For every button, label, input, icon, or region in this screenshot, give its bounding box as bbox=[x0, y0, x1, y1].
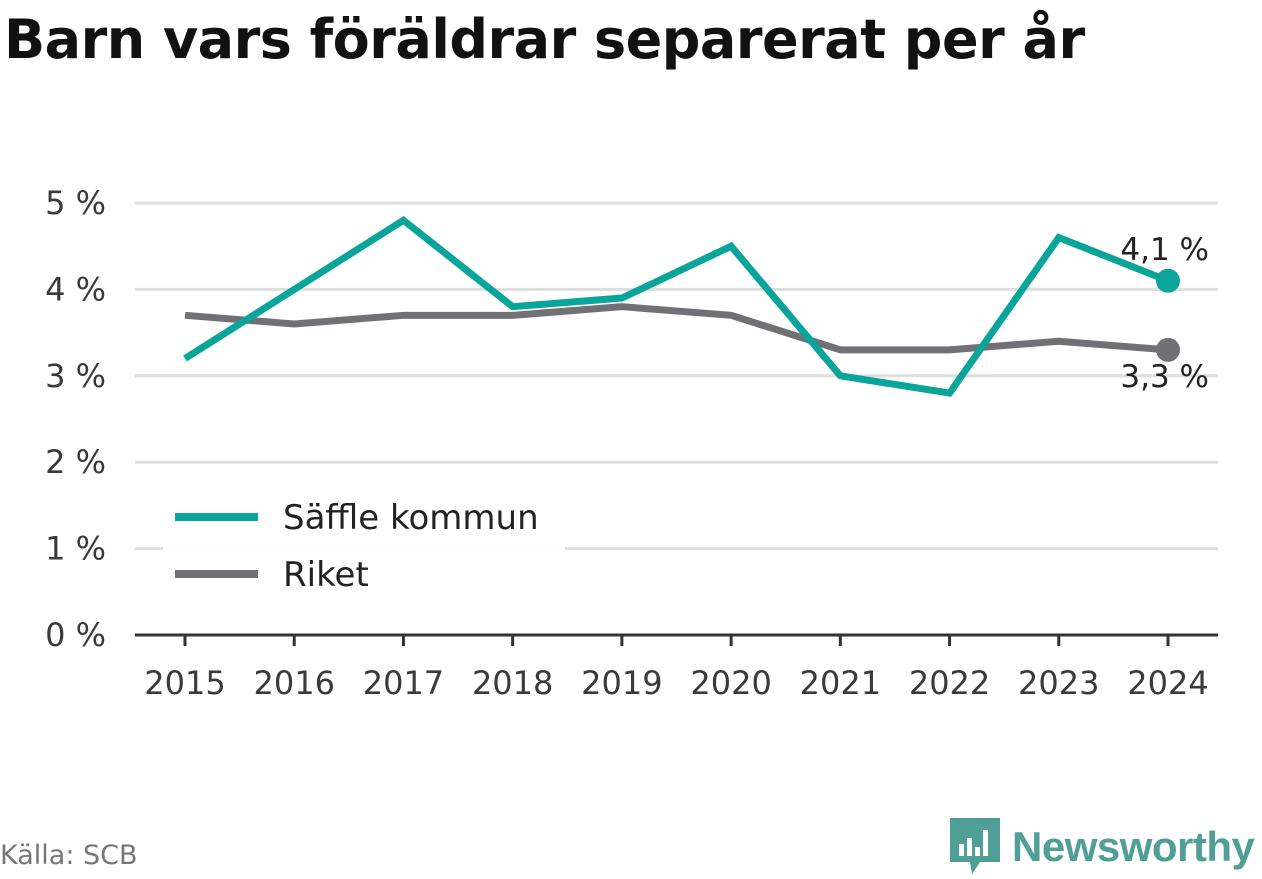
end-label: 3,3 % bbox=[1120, 359, 1209, 395]
x-tick-label: 2021 bbox=[800, 664, 881, 702]
y-axis-ticks: 0 % 1 % 2 % 3 % 4 % 5 % bbox=[45, 184, 106, 654]
line-chart: 0 %1 %2 %3 %4 %5 % 2015 2016 2017 2018 2019 2… bbox=[45, 184, 1218, 702]
series-line bbox=[184, 303, 1169, 354]
x-tick-label: 2015 bbox=[144, 664, 225, 702]
x-tick-label: 2018 bbox=[472, 664, 553, 702]
series-line bbox=[183, 215, 1170, 397]
y-tick-label: 2 % bbox=[45, 443, 106, 481]
end-point bbox=[1156, 268, 1180, 293]
end-label: 4,1 % bbox=[1120, 232, 1209, 268]
source-note: Källa: SCB bbox=[0, 840, 138, 871]
bar-chart-speech-bubble-icon bbox=[950, 818, 1000, 874]
end-labels: 4,1 % 3,3 % bbox=[1120, 232, 1209, 395]
x-tick-label: 2023 bbox=[1018, 664, 1099, 702]
x-tick-label: 2016 bbox=[254, 664, 335, 702]
x-tick-label: 2017 bbox=[363, 664, 444, 702]
x-tick-label: 2022 bbox=[909, 664, 990, 702]
legend: Säffle kommun Riket bbox=[163, 488, 565, 595]
x-tick-label: 2019 bbox=[581, 664, 662, 702]
y-tick-label: 3 % bbox=[45, 357, 106, 395]
legend-label: Riket bbox=[283, 555, 369, 595]
chart-title: Barn vars föräldrar separerat per år bbox=[4, 8, 1085, 71]
y-tick-label: 0 % bbox=[45, 616, 106, 654]
series-lines bbox=[183, 215, 1180, 397]
brand-logo: Newsworthy bbox=[950, 818, 1255, 876]
x-tick-label: 2020 bbox=[690, 664, 771, 702]
x-axis: 2015 2016 2017 2018 2019 2020 2021 2022 2023 2024 bbox=[135, 633, 1218, 702]
end-point bbox=[1156, 337, 1180, 362]
legend-label: Säffle kommun bbox=[283, 498, 539, 538]
x-tick-label: 2024 bbox=[1127, 664, 1208, 702]
y-tick-label: 1 % bbox=[45, 530, 106, 568]
y-tick-label: 4 % bbox=[45, 270, 106, 308]
brand-name: Newsworthy bbox=[1012, 823, 1255, 870]
y-tick-label: 5 % bbox=[45, 184, 106, 222]
